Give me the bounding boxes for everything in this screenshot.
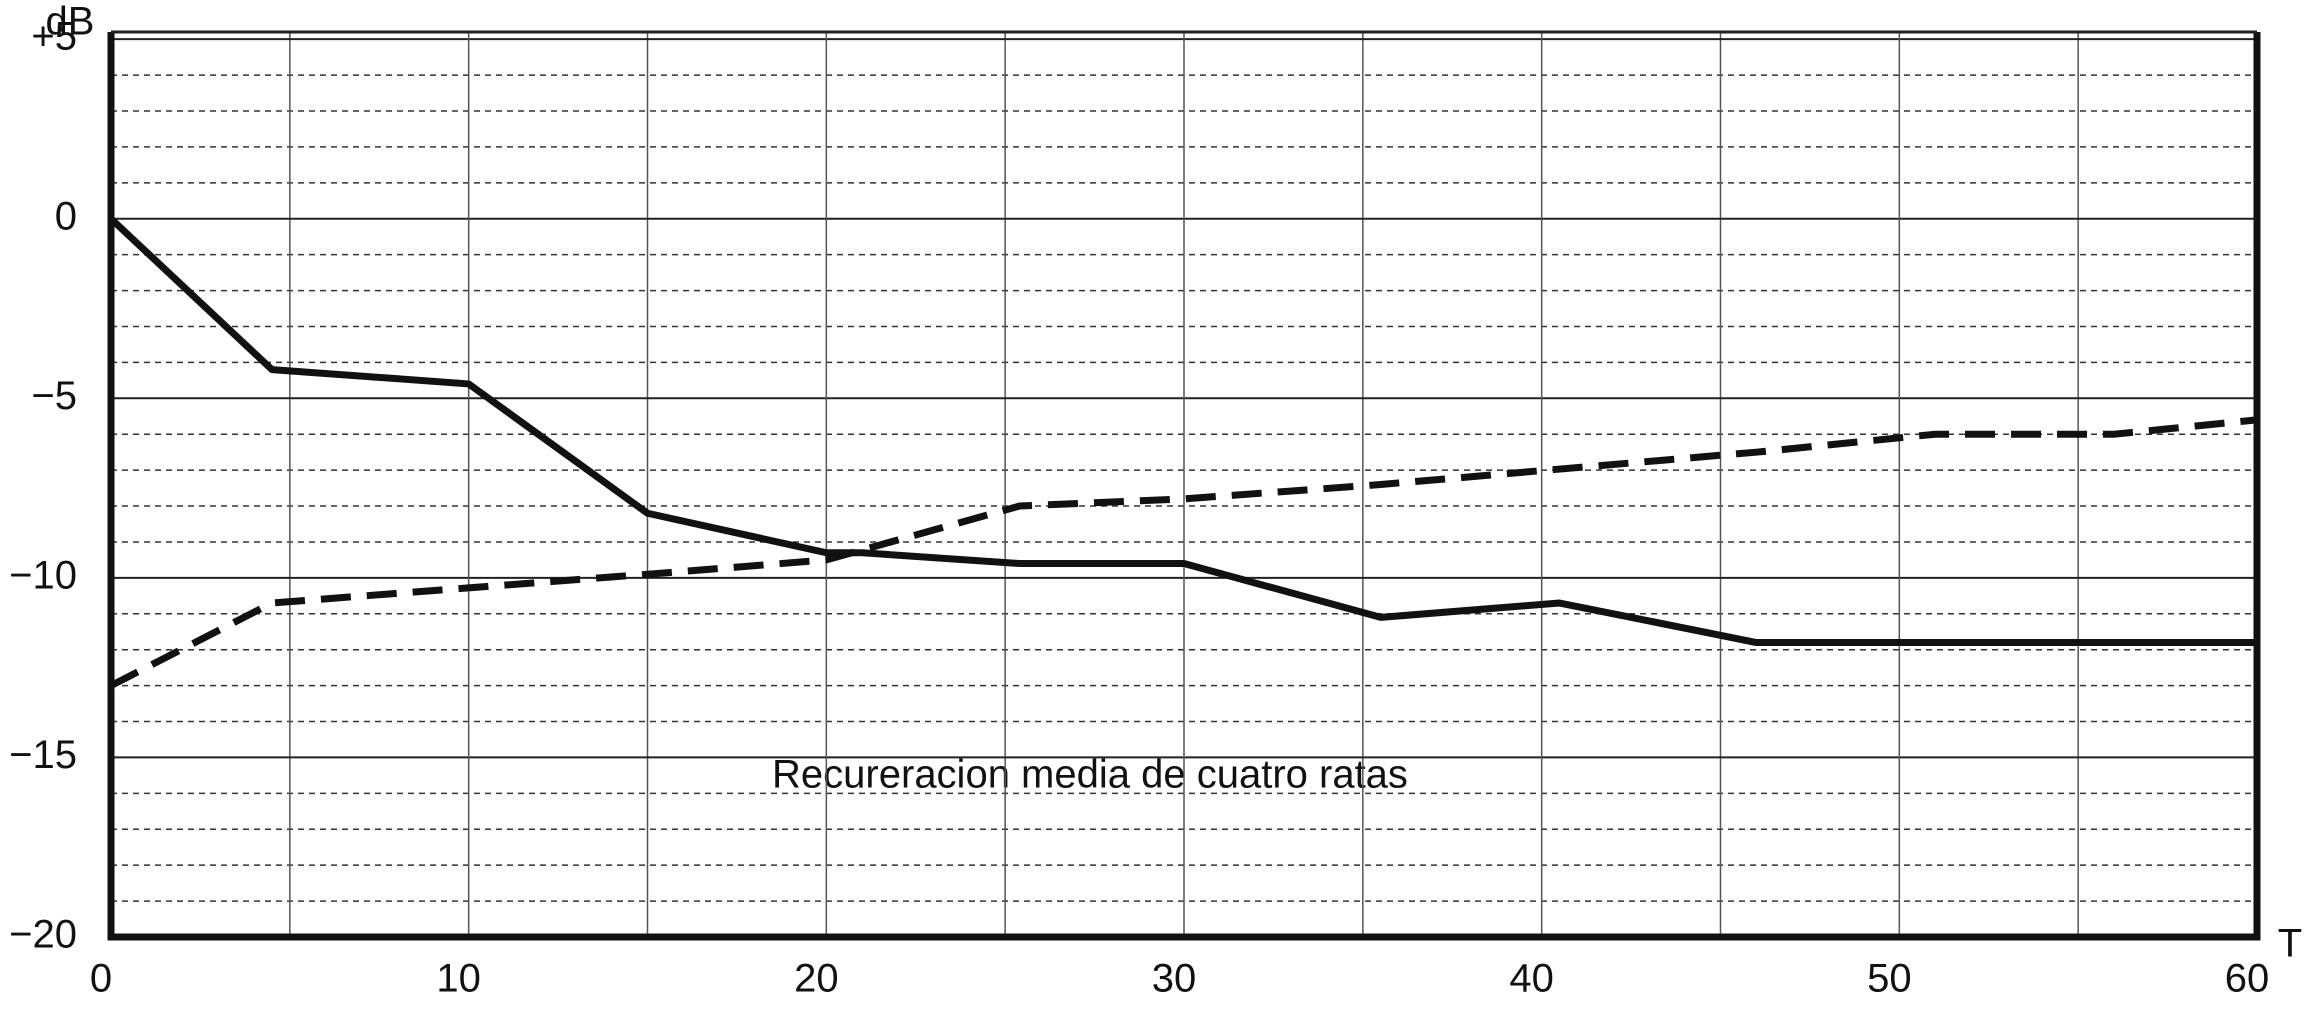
y-tick-label: −20: [9, 913, 77, 957]
y-axis-label: dB: [46, 0, 95, 44]
y-tick-label: −15: [9, 733, 77, 777]
x-tick-label: 50: [1867, 957, 1912, 1001]
x-tick-label: 60: [2225, 957, 2270, 1001]
x-axis-label: T: [2278, 922, 2302, 966]
series-line: [109, 416, 2258, 689]
x-tick-label: 40: [1509, 957, 1554, 1001]
annotation: Recureracion media de cuatro ratas: [772, 753, 1408, 797]
grid: [110, 32, 2258, 938]
y-tick-label: +5: [31, 15, 77, 59]
y-tick-label: −10: [9, 553, 77, 597]
x-tick-label: 20: [794, 957, 839, 1001]
plot-frame: [107, 32, 2261, 941]
x-tick-label: 0: [90, 957, 112, 1001]
y-tick-label: −5: [31, 374, 77, 418]
x-tick-label: 30: [1152, 957, 1197, 1001]
series-line: [108, 216, 2257, 647]
x-tick-label: 10: [436, 957, 481, 1001]
y-tick-label: 0: [55, 194, 77, 238]
